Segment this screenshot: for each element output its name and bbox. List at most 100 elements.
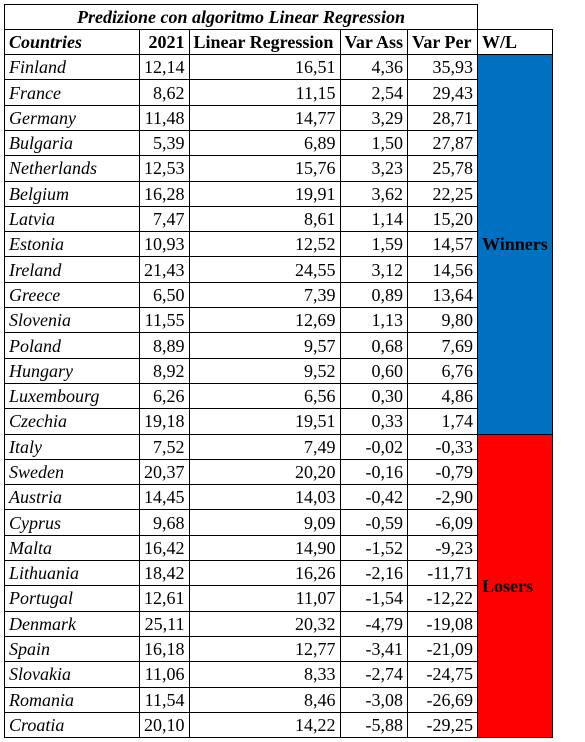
value-2021-cell: 5,39 (139, 129, 190, 157)
country-cell: Malta (4, 534, 140, 562)
var-per-cell: 4,86 (407, 382, 479, 410)
linear-regression-cell: 16,26 (188, 560, 341, 587)
country-cell: Austria (4, 484, 140, 511)
var-per-cell: 13,64 (407, 281, 479, 309)
value-2021-cell: 11,55 (139, 307, 190, 334)
country-cell: Spain (4, 635, 140, 663)
table-row: Spain 16,18 12,77 -3,41 -21,09 (4, 635, 553, 663)
var-per-cell: 6,76 (407, 357, 479, 384)
linear-regression-cell: 8,33 (188, 661, 341, 688)
var-ass-cell: 0,68 (339, 332, 409, 359)
country-cell: Czechia (4, 408, 140, 435)
value-2021-cell: 8,62 (139, 79, 190, 106)
table-row: Portugal 12,61 11,07 -1,54 -12,22 (4, 585, 553, 612)
value-2021-cell: 16,18 (139, 635, 190, 663)
var-ass-cell: 1,14 (339, 205, 409, 233)
var-ass-cell: 3,23 (339, 155, 409, 182)
var-ass-cell: -0,16 (339, 458, 409, 486)
table-row: Belgium 16,28 19,91 3,62 22,25 (4, 180, 553, 207)
value-2021-cell: 8,89 (139, 332, 190, 359)
country-cell: Cyprus (4, 509, 140, 536)
var-per-cell: -26,69 (407, 686, 479, 713)
header-var-ass: Var Ass (339, 28, 409, 56)
header-var-per: Var Per (407, 28, 479, 56)
var-ass-cell: -1,52 (339, 534, 409, 562)
value-2021-cell: 14,45 (139, 484, 190, 511)
table-row: Estonia 10,93 12,52 1,59 14,57 (4, 231, 553, 258)
table-row: Netherlands 12,53 15,76 3,23 25,78 (4, 155, 553, 182)
linear-regression-cell: 24,55 (188, 256, 341, 283)
var-per-cell: -11,71 (407, 560, 479, 587)
var-per-cell: 27,87 (407, 129, 479, 157)
country-cell: Bulgaria (4, 129, 140, 157)
linear-regression-cell: 14,77 (188, 104, 341, 131)
table-row: Germany 11,48 14,77 3,29 28,71 (4, 104, 553, 131)
value-2021-cell: 16,28 (139, 180, 190, 207)
country-cell: Luxembourg (4, 382, 140, 410)
table-row: Slovenia 11,55 12,69 1,13 9,80 (4, 307, 553, 334)
linear-regression-cell: 9,57 (188, 332, 341, 359)
var-ass-cell: 0,60 (339, 357, 409, 384)
var-per-cell: -9,23 (407, 534, 479, 562)
linear-regression-cell: 6,56 (188, 382, 341, 410)
linear-regression-cell: 8,61 (188, 205, 341, 233)
linear-regression-cell: 9,52 (188, 357, 341, 384)
var-ass-cell: -1,54 (339, 585, 409, 612)
country-cell: Lithuania (4, 560, 140, 587)
country-cell: France (4, 79, 140, 106)
linear-regression-cell: 9,09 (188, 509, 341, 536)
table-row: Sweden 20,37 20,20 -0,16 -0,79 (4, 458, 553, 486)
table-title: Predizione con algoritmo Linear Regressi… (3, 4, 479, 30)
table-row: Poland 8,89 9,57 0,68 7,69 (4, 332, 553, 359)
var-ass-cell: -4,79 (339, 610, 409, 637)
table-row: Malta 16,42 14,90 -1,52 -9,23 (4, 534, 553, 562)
linear-regression-cell: 15,76 (188, 155, 341, 182)
linear-regression-cell: 7,39 (188, 281, 341, 309)
var-per-cell: -0,79 (407, 458, 479, 486)
var-ass-cell: 4,36 (339, 54, 409, 81)
var-per-cell: 15,20 (407, 205, 479, 233)
var-ass-cell: -2,16 (339, 560, 409, 587)
country-cell: Romania (4, 686, 140, 713)
var-per-cell: 22,25 (407, 180, 479, 207)
table-row: Austria 14,45 14,03 -0,42 -2,90 (4, 484, 553, 511)
var-ass-cell: 3,12 (339, 256, 409, 283)
var-ass-cell: 1,50 (339, 129, 409, 157)
value-2021-cell: 18,42 (139, 560, 190, 587)
title-row: Predizione con algoritmo Linear Regressi… (3, 4, 553, 30)
header-row: Countries 2021 Linear Regression Var Ass… (4, 28, 553, 56)
var-ass-cell: 1,59 (339, 231, 409, 258)
linear-regression-cell: 14,90 (188, 534, 341, 562)
var-ass-cell: -2,74 (339, 661, 409, 688)
var-per-cell: 14,57 (407, 231, 479, 258)
linear-regression-cell: 14,22 (188, 711, 341, 739)
table-row: Croatia 20,10 14,22 -5,88 -29,25 (4, 711, 553, 739)
value-2021-cell: 11,48 (139, 104, 190, 131)
var-per-cell: 9,80 (407, 307, 479, 334)
value-2021-cell: 9,68 (139, 509, 190, 536)
table-row: Italy 7,52 7,49 -0,02 -0,33 Losers (4, 433, 553, 739)
value-2021-cell: 12,53 (139, 155, 190, 182)
table-row: Romania 11,54 8,46 -3,08 -26,69 (4, 686, 553, 713)
value-2021-cell: 12,14 (139, 54, 190, 81)
country-cell: Greece (4, 281, 140, 309)
linear-regression-cell: 6,89 (188, 129, 341, 157)
var-per-cell: -21,09 (407, 635, 479, 663)
var-ass-cell: 0,30 (339, 382, 409, 410)
losers-group-cell: Losers (477, 433, 553, 739)
value-2021-cell: 19,18 (139, 408, 190, 435)
value-2021-cell: 25,11 (139, 610, 190, 637)
linear-regression-cell: 20,20 (188, 458, 341, 486)
linear-regression-cell: 11,15 (188, 79, 341, 106)
table-body: Finland 12,14 16,51 4,36 35,93 Winners France 8… (4, 54, 553, 739)
header-linear-regression: Linear Regression (188, 28, 341, 56)
table-row: Slovakia 11,06 8,33 -2,74 -24,75 (4, 661, 553, 688)
var-per-cell: 28,71 (407, 104, 479, 131)
header-2021: 2021 (139, 28, 190, 56)
linear-regression-cell: 7,49 (188, 433, 341, 460)
winners-group-cell: Winners (477, 54, 553, 435)
country-cell: Slovakia (4, 661, 140, 688)
country-cell: Croatia (4, 711, 140, 739)
table-row: Bulgaria 5,39 6,89 1,50 27,87 (4, 129, 553, 157)
var-per-cell: 7,69 (407, 332, 479, 359)
